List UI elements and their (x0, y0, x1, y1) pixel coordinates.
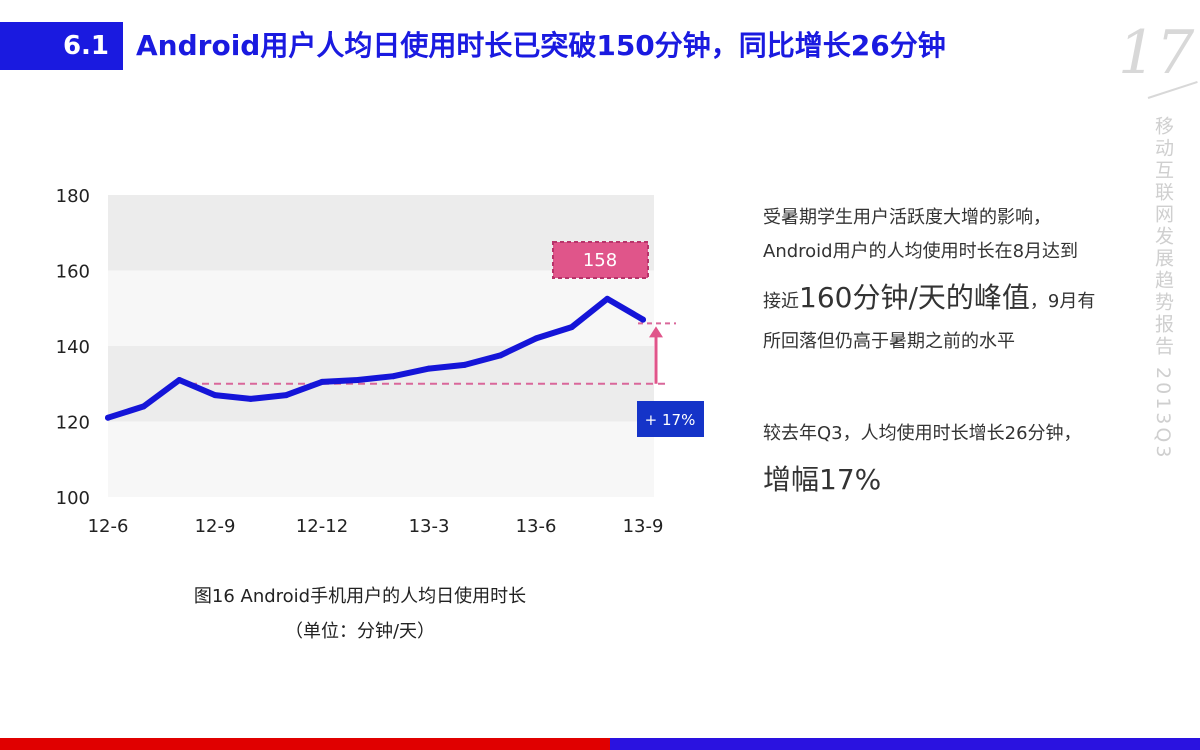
note-highlight-growth: 增幅17% (763, 463, 882, 496)
data-point (640, 316, 646, 323)
data-point (176, 376, 183, 383)
report-side-title: 移动互联网发展趋势报告 2013Q3 (1152, 116, 1174, 461)
note-line-4: 所回落但仍高于暑期之前的水平 (763, 331, 1015, 352)
page-title: Android用户人均日使用时长已突破150分钟，同比增长26分钟 (136, 29, 946, 62)
note-line-3-prefix: 接近 (763, 291, 799, 312)
note-line-1: 受暑期学生用户活跃度大增的影响， (763, 207, 1051, 228)
chart-subtitle: （单位：分钟/天） (284, 621, 436, 642)
note-line-3: 接近160分钟/天的峰值，9月有 (763, 276, 1095, 316)
peak-label: 158 (583, 250, 617, 271)
x-tick-label: 13-3 (409, 516, 450, 537)
data-point (568, 324, 575, 331)
x-tick-label: 12-6 (88, 516, 129, 537)
y-tick-label: 160 (56, 262, 90, 283)
data-point (426, 365, 432, 372)
y-tick-label: 140 (56, 337, 90, 358)
section-number: 6.1 (0, 22, 123, 70)
note-line-2: Android用户的人均使用时长在8月达到 (763, 241, 1079, 262)
data-point (283, 392, 290, 399)
note-line-5: 较去年Q3，人均使用时长增长26分钟， (763, 423, 1082, 444)
x-tick-label: 13-6 (516, 516, 557, 537)
data-point (390, 373, 397, 380)
x-tick-label: 12-9 (195, 516, 236, 537)
page-number: 17 (1118, 18, 1195, 88)
y-tick-label: 100 (56, 488, 90, 509)
data-point (533, 335, 539, 342)
data-point (247, 395, 254, 402)
x-tick-label: 13-9 (623, 516, 664, 537)
data-point (604, 295, 611, 302)
y-tick-label: 180 (56, 186, 90, 207)
note-highlight-peak: 160分钟/天的峰值 (799, 281, 1030, 314)
peak-label-box (552, 241, 649, 279)
chart-title: 图16 Android手机用户的人均日使用时长 (193, 586, 527, 607)
note-line-3-suffix: ，9月有 (1029, 291, 1096, 312)
y-tick-label: 120 (56, 413, 90, 434)
data-point (140, 403, 147, 410)
bottom-bar-red (0, 738, 610, 750)
data-point (212, 392, 218, 399)
x-tick-label: 12-12 (296, 516, 348, 537)
growth-badge (637, 401, 704, 437)
data-point (105, 414, 111, 421)
growth-arrow-head (649, 326, 663, 338)
bottom-bar-blue (610, 738, 1200, 750)
data-point (319, 378, 325, 385)
data-point (461, 361, 468, 368)
data-point (497, 352, 504, 359)
data-point (354, 376, 361, 383)
growth-badge-label: + 17% (645, 411, 696, 429)
series-line (105, 295, 646, 421)
